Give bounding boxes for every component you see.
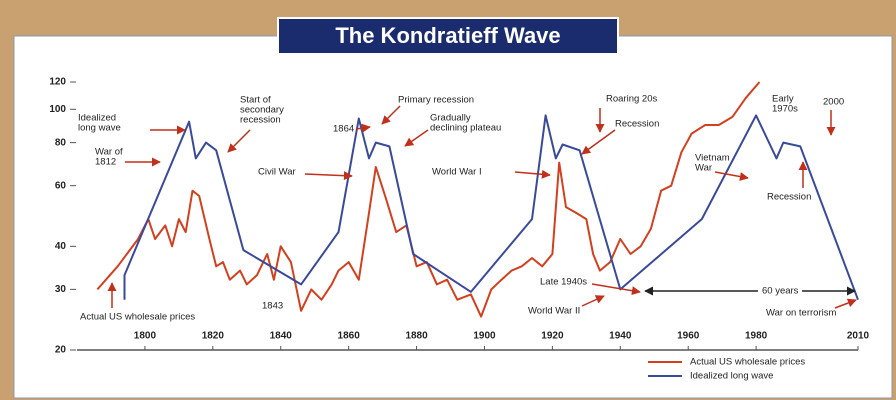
annotation: Primary recession: [398, 95, 474, 106]
annotation: 1843: [262, 301, 283, 312]
y-tick-label: 30: [55, 284, 67, 295]
annotation-arrow: [514, 169, 551, 179]
annotation: Recession: [767, 192, 811, 203]
annotation: Start of: [240, 95, 271, 106]
annotation: Idealized: [78, 113, 116, 124]
y-tick-label: 120: [49, 77, 66, 88]
annotation-arrow: [404, 129, 429, 147]
annotation: War on terrorism: [766, 308, 836, 319]
x-tick-label: 1920: [541, 331, 564, 342]
annotation: recession: [240, 115, 281, 126]
x-tick-label: 1980: [745, 331, 768, 342]
annotation: long wave: [78, 123, 121, 134]
x-tick-label: 1800: [134, 331, 157, 342]
annotation: Early: [772, 94, 794, 105]
x-tick-label: 1840: [270, 331, 293, 342]
annotation: World War I: [432, 167, 482, 178]
series-line: [123, 114, 859, 301]
panel: [13, 35, 893, 399]
annotation: 1864: [333, 124, 354, 135]
x-tick-label: 1940: [609, 331, 632, 342]
chart-title: The Kondratieff Wave: [335, 23, 560, 48]
annotation: 1970s: [772, 104, 798, 115]
annotation-arrow: [834, 298, 857, 309]
annotation: Civil War: [258, 167, 296, 178]
annotation-arrow: [581, 129, 616, 155]
annotation: secondary: [240, 105, 284, 116]
annotation-arrow: [714, 171, 749, 181]
annotation: Actual US wholesale prices: [80, 312, 195, 323]
annotation-arrow: [381, 105, 401, 125]
annotation: 60 years: [762, 286, 799, 297]
y-tick-label: 100: [49, 104, 66, 115]
annotation-bg: [758, 285, 802, 297]
y-tick-label: 60: [55, 180, 67, 191]
annotation: Vietnam: [695, 153, 730, 164]
legend-label: Idealized long wave: [690, 371, 773, 382]
x-tick-label: 1880: [405, 331, 428, 342]
annotation-arrow: [227, 129, 251, 153]
annotation: 2000: [823, 97, 844, 108]
annotation: War of: [95, 147, 123, 158]
x-tick-label: 2010: [847, 331, 870, 342]
x-tick-label: 1820: [202, 331, 225, 342]
annotation-arrow: [355, 123, 371, 133]
y-tick-label: 40: [55, 241, 67, 252]
title-box: [277, 17, 619, 55]
annotation: declining plateau: [430, 123, 501, 134]
annotation-arrow: [304, 171, 353, 181]
annotation: Gradually: [430, 113, 471, 124]
x-tick-label: 1860: [338, 331, 361, 342]
annotation: Roaring 20s: [606, 94, 657, 105]
x-tick-label: 1960: [677, 331, 700, 342]
annotation: Recession: [615, 119, 659, 130]
annotation: World War II: [528, 306, 580, 317]
y-tick-label: 20: [55, 345, 67, 356]
annotation: 1812: [95, 157, 116, 168]
annotation-arrow: [591, 283, 641, 296]
y-tick-label: 80: [55, 137, 67, 148]
legend-label: Actual US wholesale prices: [690, 357, 805, 368]
annotation: Late 1940s: [540, 277, 587, 288]
annotation-arrow: [581, 295, 605, 307]
x-tick-label: 1900: [473, 331, 496, 342]
annotation: War: [695, 163, 712, 174]
